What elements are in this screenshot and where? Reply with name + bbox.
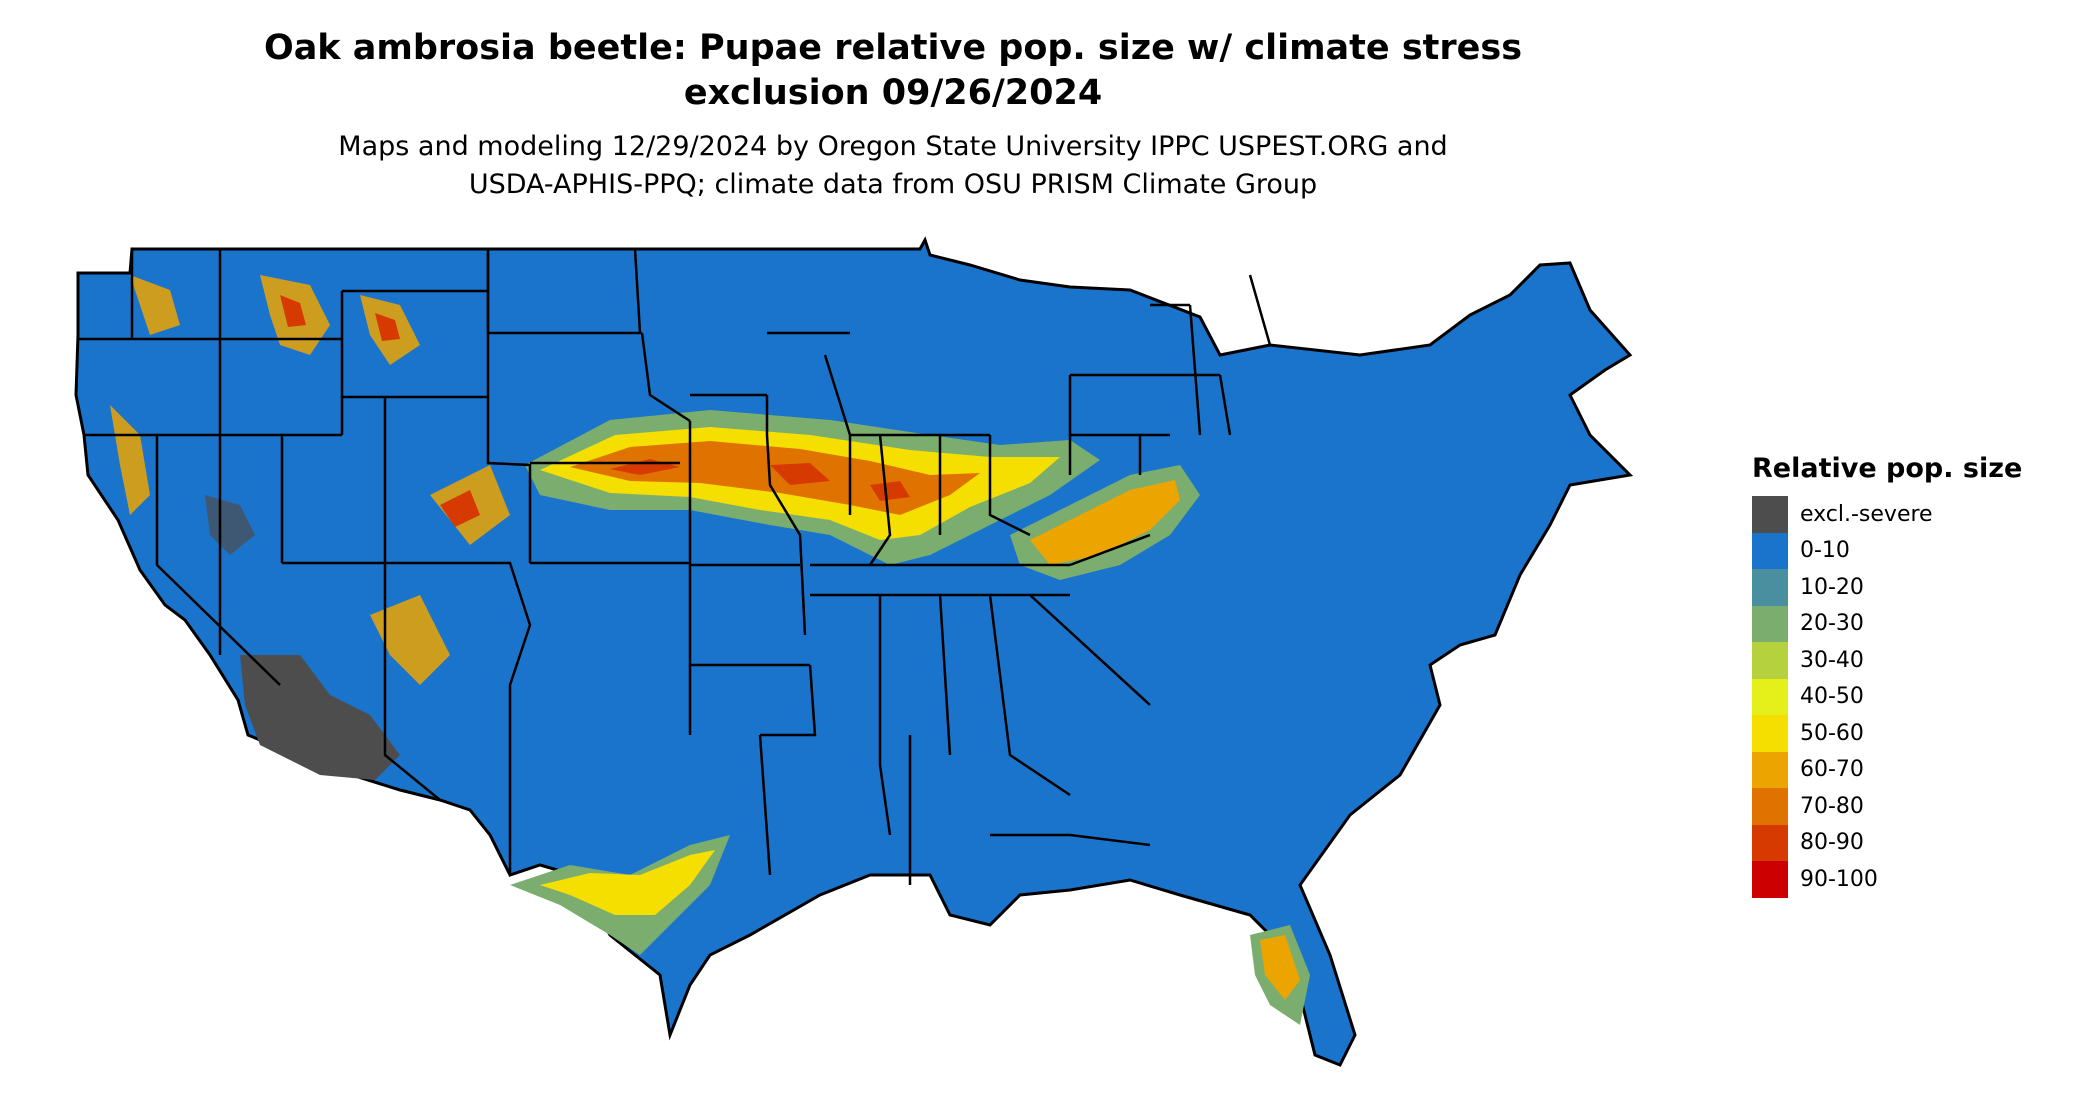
map-title: Oak ambrosia beetle: Pupae relative pop.… (230, 26, 1556, 116)
legend-label: 10-20 (1800, 574, 1864, 600)
legend-label: 50-60 (1800, 720, 1864, 746)
suitability-west-scatter-peak (280, 295, 480, 527)
legend-swatch (1752, 751, 1788, 788)
legend-swatch (1752, 788, 1788, 825)
legend-item: 10-20 (1752, 569, 2082, 606)
legend-item: 90-100 (1752, 861, 2082, 898)
legend-item: 20-30 (1752, 605, 2082, 642)
us-map (74, 236, 1634, 1067)
legend-item: 0-10 (1752, 532, 2082, 569)
title-line-2: exclusion 09/26/2024 (683, 73, 1103, 113)
legend-swatch (1752, 569, 1788, 606)
state-borders (78, 248, 1272, 885)
legend-swatch (1752, 532, 1788, 569)
legend-swatch (1752, 678, 1788, 715)
legend-label: 40-50 (1800, 684, 1864, 710)
legend-swatch (1752, 824, 1788, 861)
legend-label: excl.-severe (1800, 501, 1933, 527)
legend-item: 50-60 (1752, 715, 2082, 752)
legend-label: 80-90 (1800, 830, 1864, 856)
legend-title: Relative pop. size (1752, 453, 2023, 484)
legend-label: 20-30 (1800, 611, 1864, 637)
suitability-florida-high (1260, 935, 1300, 1000)
excluded-zone-desert (240, 655, 400, 780)
suitability-gulf-texas-high (540, 850, 715, 915)
map-legend: Relative pop. size excl.-severe 0-10 10-… (1752, 452, 2082, 898)
map-subtitle: Maps and modeling 12/29/2024 by Oregon S… (230, 128, 1556, 204)
legend-swatch (1752, 642, 1788, 679)
legend-swatch (1752, 605, 1788, 642)
us-outline (74, 236, 1634, 1067)
legend-item: 60-70 (1752, 751, 2082, 788)
legend-item: 30-40 (1752, 642, 2082, 679)
legend-swatch (1752, 496, 1788, 533)
subtitle-line-2: USDA-APHIS-PPQ; climate data from OSU PR… (468, 169, 1318, 200)
suitability-west-scatter (110, 275, 510, 685)
legend-swatch (1752, 715, 1788, 752)
subtitle-line-1: Maps and modeling 12/29/2024 by Oregon S… (338, 131, 1448, 162)
legend-label: 70-80 (1800, 793, 1864, 819)
legend-swatch (1752, 861, 1788, 898)
excluded-zone-nevada (205, 495, 255, 555)
suitability-mid-atlantic-high (1030, 480, 1180, 565)
legend-item: 70-80 (1752, 788, 2082, 825)
legend-label: 90-100 (1800, 866, 1878, 892)
legend-item: 80-90 (1752, 824, 2082, 861)
legend-label: 30-40 (1800, 647, 1864, 673)
legend-item: excl.-severe (1752, 496, 2082, 533)
legend-item: 40-50 (1752, 678, 2082, 715)
title-line-1: Oak ambrosia beetle: Pupae relative pop.… (263, 28, 1523, 68)
legend-label: 60-70 (1800, 757, 1864, 783)
legend-label: 0-10 (1800, 538, 1850, 564)
